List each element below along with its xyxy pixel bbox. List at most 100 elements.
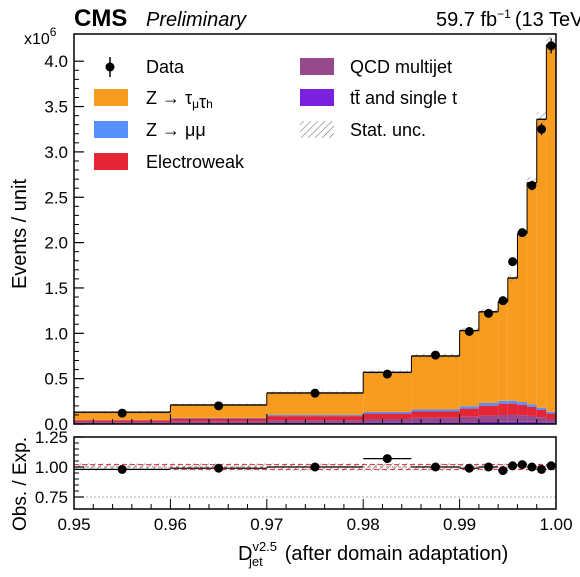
ratio-point-6 xyxy=(484,462,494,472)
x-tick-label-2: 0.97 xyxy=(250,515,283,534)
y-tick-label-5: 2.5 xyxy=(44,188,68,207)
ratio-point-7 xyxy=(498,466,508,476)
x-tick-label-4: 0.99 xyxy=(443,515,476,534)
y-scale-base: x10 xyxy=(24,31,50,48)
data-point-11 xyxy=(537,124,547,134)
bar-4-7 xyxy=(498,301,508,401)
legend-entry-zmumu: Z → μμ xyxy=(94,120,206,140)
ratio-point-5 xyxy=(464,463,474,473)
ratio-plot: Obs. / Exp. 0.751.001.25 0.95 0.96 0.97 0.9… xyxy=(10,428,573,569)
ratio-point-11 xyxy=(537,464,547,474)
ratio-point-3 xyxy=(382,454,392,464)
ratio-point-9 xyxy=(517,460,527,470)
data-point-6 xyxy=(484,308,494,318)
legend-entry-qcd: QCD multijet xyxy=(300,57,452,77)
bar-3-4 xyxy=(411,409,460,412)
legend-entry-stat-unc: Stat. unc. xyxy=(300,120,426,140)
y-tick-label-0: 0.0 xyxy=(44,415,68,434)
bar-3-9 xyxy=(517,402,528,405)
main-y-ticks: 0.0 0.5 1.0 1.5 2.0 2.5 3.0 3.5 4.0 xyxy=(44,52,84,434)
x-tick-label-1: 0.96 xyxy=(154,515,187,534)
ratio-y-tick-label-0: 0.75 xyxy=(35,488,68,507)
bar-2-8 xyxy=(507,403,518,415)
ratio-y-ticks: 0.75 1.00 1.25 xyxy=(35,428,84,507)
bar-4-12 xyxy=(546,44,556,412)
bar-3-2 xyxy=(266,415,364,417)
x-axis-label-sub: jet xyxy=(248,554,263,569)
bar-1-6 xyxy=(478,415,499,423)
y-tick-label-8: 4.0 xyxy=(44,52,68,71)
lumi-label: 59.7 fb−1 (13 TeV) xyxy=(436,7,580,31)
bar-2-0 xyxy=(74,420,171,423)
bar-1-7 xyxy=(498,415,508,422)
bar-2-1 xyxy=(170,418,267,422)
bar-2-11 xyxy=(536,409,547,418)
x-axis-label: Dv2.5 jet (after domain adaptation) xyxy=(238,539,508,569)
legend-entry-ttbar: tt̄ and single t xyxy=(300,88,457,108)
bar-2-9 xyxy=(517,404,528,416)
bar-4-1 xyxy=(170,404,267,418)
bar-4-4 xyxy=(411,355,460,410)
bar-0-4 xyxy=(411,422,460,424)
bar-3-6 xyxy=(478,402,499,406)
data-point-8 xyxy=(508,257,518,267)
bar-1-1 xyxy=(170,421,267,424)
ratio-unc-3 xyxy=(363,463,412,471)
bar-4-11 xyxy=(536,119,547,408)
legend-label-data: Data xyxy=(146,57,185,77)
ratio-point-0 xyxy=(117,464,127,474)
bar-3-10 xyxy=(527,404,537,407)
bar-0-5 xyxy=(459,422,479,424)
data-point-3 xyxy=(382,369,392,379)
data-points xyxy=(117,38,556,418)
cms-label: CMS xyxy=(74,5,127,32)
lumi-exponent: −1 xyxy=(497,7,511,21)
legend-entry-ztautau: Z → τμτh xyxy=(94,88,213,112)
x-tick-label-5: 1.00 xyxy=(539,515,572,534)
bar-0-6 xyxy=(478,422,499,424)
bar-1-2 xyxy=(266,420,364,423)
bar-1-4 xyxy=(411,417,460,423)
data-point-4 xyxy=(431,350,440,360)
main-plot-frame xyxy=(73,33,557,425)
data-point-12 xyxy=(546,41,556,51)
bar-1-8 xyxy=(507,414,518,422)
bar-3-5 xyxy=(459,406,479,409)
legend-label-zmumu: Z → μμ xyxy=(146,120,206,140)
bar-1-9 xyxy=(517,415,528,422)
bar-0-10 xyxy=(527,421,537,424)
ratio-y-tick-label-1: 1.00 xyxy=(35,458,68,477)
bar-2-6 xyxy=(478,405,499,416)
bar-3-8 xyxy=(507,400,518,404)
bar-0-8 xyxy=(507,421,518,424)
y-scale-exponent: 6 xyxy=(50,25,57,39)
preliminary-label: Preliminary xyxy=(146,9,247,31)
y-tick-label-4: 2.0 xyxy=(44,234,68,253)
bar-4-6 xyxy=(478,311,499,403)
bar-1-3 xyxy=(363,419,412,423)
legend-label-ttbar: tt̄ and single t xyxy=(350,88,457,108)
data-point-2 xyxy=(310,388,320,398)
legend-entry-electroweak: Electroweak xyxy=(94,152,245,172)
data-point-7 xyxy=(498,296,508,306)
bar-3-11 xyxy=(536,407,547,410)
data-point-10 xyxy=(527,180,537,190)
x-tick-label-0: 0.95 xyxy=(57,515,90,534)
ratio-y-tick-label-2: 1.25 xyxy=(35,428,68,447)
legend-label-qcd: QCD multijet xyxy=(350,57,452,77)
bar-2-7 xyxy=(498,403,508,416)
bar-1-5 xyxy=(459,416,479,423)
y-scale-factor: x106 xyxy=(24,25,57,48)
bar-3-12 xyxy=(546,411,556,414)
y-tick-label-7: 3.5 xyxy=(44,98,68,117)
ratio-plot-frame xyxy=(73,436,557,510)
bar-0-9 xyxy=(517,421,528,424)
data-point-1 xyxy=(214,401,224,411)
y-tick-label-6: 3.0 xyxy=(44,143,68,162)
bar-4-10 xyxy=(527,182,537,405)
x-tick-label-3: 0.98 xyxy=(347,515,380,534)
bar-4-3 xyxy=(363,372,412,412)
y-tick-label-1: 0.5 xyxy=(44,370,68,389)
y-tick-label-2: 1.0 xyxy=(44,324,68,343)
